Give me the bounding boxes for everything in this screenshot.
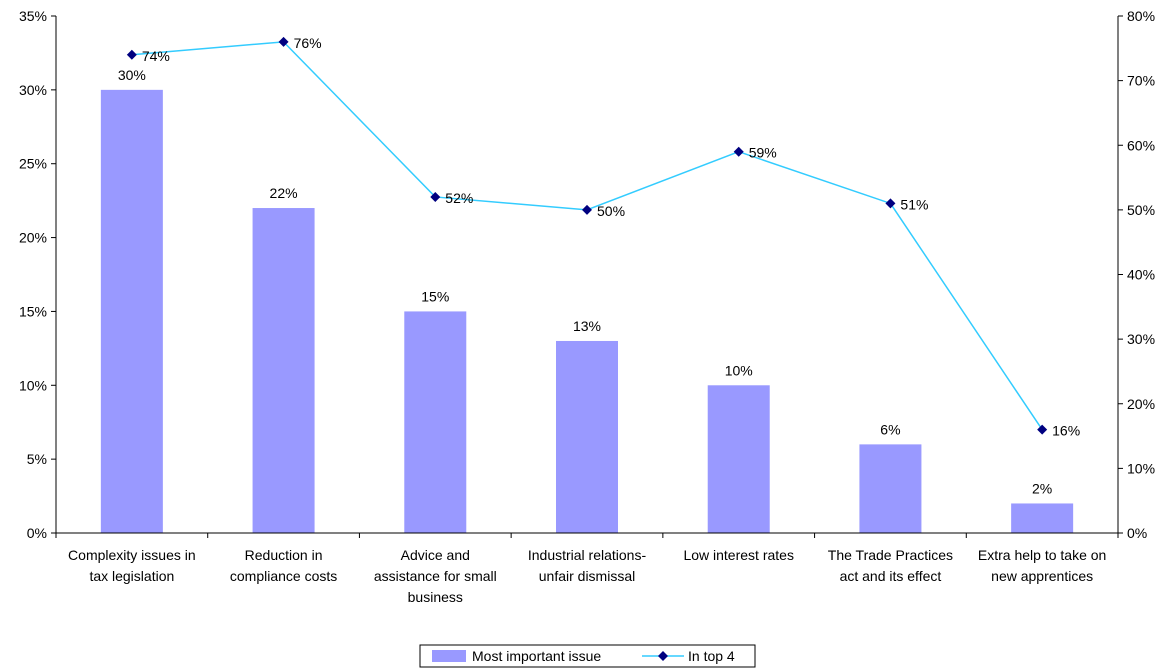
bar-3 (556, 340, 618, 533)
bar-label-0: 30% (118, 67, 146, 83)
x-tick-label-6-0: Extra help to take on (978, 547, 1106, 563)
bar-0 (100, 89, 163, 533)
y-right-tick-label-1: 10% (1127, 460, 1155, 476)
x-tick-label-0-1: tax legislation (89, 568, 174, 584)
point-label-0: 74% (142, 48, 170, 64)
bar-label-5: 6% (880, 421, 900, 437)
bar-1 (252, 208, 315, 533)
point-label-3: 50% (597, 203, 625, 219)
y-left-tick-label-1: 5% (27, 451, 47, 467)
point-label-1: 76% (294, 35, 322, 51)
y-left-tick-label-6: 30% (19, 82, 47, 98)
point-label-2: 52% (445, 190, 473, 206)
point-6 (1037, 424, 1048, 435)
y-right-tick-label-8: 80% (1127, 8, 1155, 24)
y-right-tick-label-3: 30% (1127, 331, 1155, 347)
bar-label-3: 13% (573, 318, 601, 334)
x-tick-label-6-1: new apprentices (991, 568, 1093, 584)
point-2 (430, 191, 441, 202)
bar-label-6: 2% (1032, 480, 1052, 496)
bar-label-2: 15% (421, 288, 449, 304)
x-tick-label-3-0: Industrial relations- (528, 547, 647, 563)
y-right-tick-label-7: 70% (1127, 73, 1155, 89)
bar-4 (707, 385, 770, 533)
x-tick-label-4-0: Low interest rates (683, 547, 794, 563)
x-tick-label-2-1: assistance for small (374, 568, 497, 584)
legend-swatch-bar (432, 650, 466, 662)
x-tick-label-0-0: Complexity issues in (68, 547, 196, 563)
legend (419, 644, 756, 668)
point-5 (885, 198, 896, 209)
legend-label-bar: Most important issue (472, 648, 601, 664)
point-4 (733, 146, 744, 157)
point-label-4: 59% (749, 145, 777, 161)
y-left-tick-label-4: 20% (19, 230, 47, 246)
y-left-tick-label-5: 25% (19, 156, 47, 172)
point-label-6: 16% (1052, 423, 1080, 439)
bar-5 (859, 444, 922, 533)
y-left-tick-label-2: 10% (19, 377, 47, 393)
x-tick-label-5-1: act and its effect (840, 568, 942, 584)
legend-swatch-marker (658, 651, 668, 661)
bar-label-1: 22% (270, 185, 298, 201)
point-1 (278, 36, 289, 47)
point-0 (126, 49, 137, 60)
y-left-tick-label-7: 35% (19, 8, 47, 24)
bar-2 (404, 311, 467, 533)
x-tick-label-5-0: The Trade Practices (828, 547, 953, 563)
y-left-tick-label-0: 0% (27, 525, 47, 541)
y-right-tick-label-0: 0% (1127, 525, 1147, 541)
y-right-tick-label-2: 20% (1127, 396, 1155, 412)
point-3 (582, 204, 592, 215)
x-tick-label-2-2: business (408, 589, 463, 605)
x-tick-label-1-0: Reduction in (245, 547, 323, 563)
x-tick-label-2-0: Advice and (401, 547, 470, 563)
y-left-tick-label-3: 15% (19, 303, 47, 319)
legend-label-line: In top 4 (688, 648, 735, 664)
bar-6 (1011, 503, 1074, 533)
point-label-5: 51% (900, 196, 928, 212)
y-right-tick-label-6: 60% (1127, 137, 1155, 153)
x-tick-label-1-1: compliance costs (230, 568, 337, 584)
y-right-tick-label-5: 50% (1127, 202, 1155, 218)
x-tick-label-3-1: unfair dismissal (539, 568, 635, 584)
bar-label-4: 10% (725, 362, 753, 378)
y-right-tick-label-4: 40% (1127, 267, 1155, 283)
